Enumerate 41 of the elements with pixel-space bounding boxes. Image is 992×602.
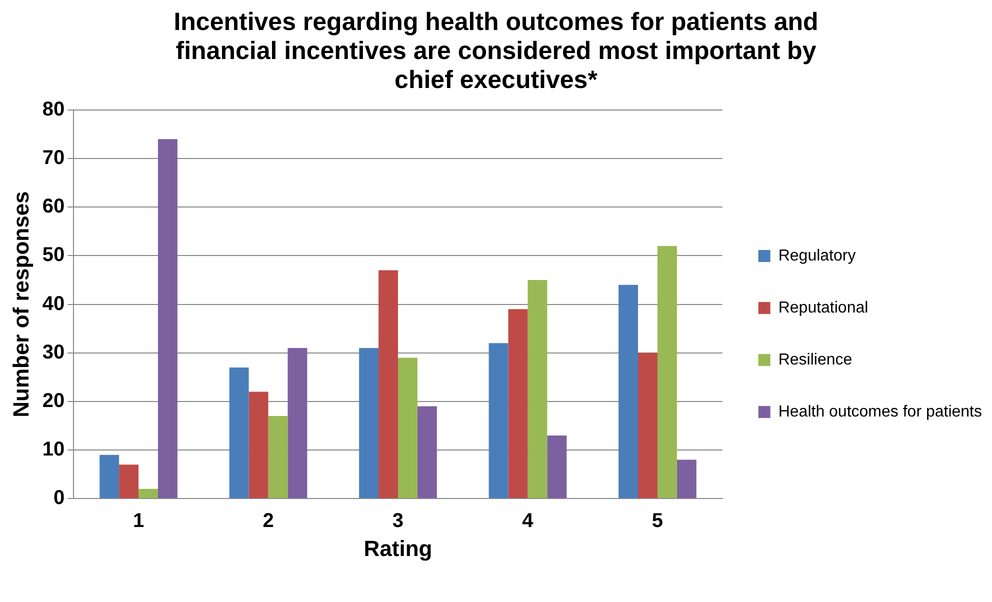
bar: [657, 246, 677, 498]
y-tick-label: 30: [42, 341, 65, 364]
x-axis-title: Rating: [364, 536, 432, 561]
y-tick-label: 40: [42, 292, 65, 315]
x-tick-label: 4: [522, 510, 534, 532]
bar: [359, 348, 379, 498]
bar: [676, 460, 696, 498]
bar: [229, 367, 249, 498]
bar: [158, 139, 178, 498]
y-tick-label: 20: [42, 390, 65, 412]
y-tick-label: 80: [42, 98, 65, 121]
legend-label: Resilience: [778, 351, 852, 368]
legend-label: Regulatory: [778, 247, 856, 264]
bar: [488, 343, 508, 498]
legend-label: Reputational: [778, 299, 868, 316]
bar: [288, 348, 308, 498]
x-tick-label: 1: [132, 510, 144, 532]
y-tick-label: 70: [42, 147, 65, 170]
x-tick-label: 5: [652, 510, 664, 532]
y-tick-label: 0: [54, 487, 65, 510]
x-tick-label: 2: [262, 510, 274, 532]
y-axis-title: Number of responses: [8, 191, 34, 418]
bar: [638, 352, 658, 498]
bar: [138, 488, 158, 498]
x-tick-label: 3: [392, 510, 404, 532]
y-tick-label: 50: [42, 244, 65, 266]
y-tick-label: 10: [42, 438, 65, 461]
bar: [268, 416, 288, 498]
bar: [547, 435, 567, 498]
legend-label: Health outcomes for patients: [778, 403, 982, 420]
bar: [417, 406, 437, 498]
bar: [398, 358, 418, 498]
y-tick-label: 60: [42, 196, 65, 218]
bar: [378, 270, 398, 498]
bar: [119, 464, 139, 498]
bar: [248, 392, 268, 498]
chart-title: Incentives regarding health outcomes for patients and financial incentives are considered most important by chief executives*: [172, 8, 820, 95]
bar: [528, 280, 548, 498]
bar: [508, 309, 528, 498]
bar: [618, 284, 638, 498]
bar: [100, 454, 120, 498]
